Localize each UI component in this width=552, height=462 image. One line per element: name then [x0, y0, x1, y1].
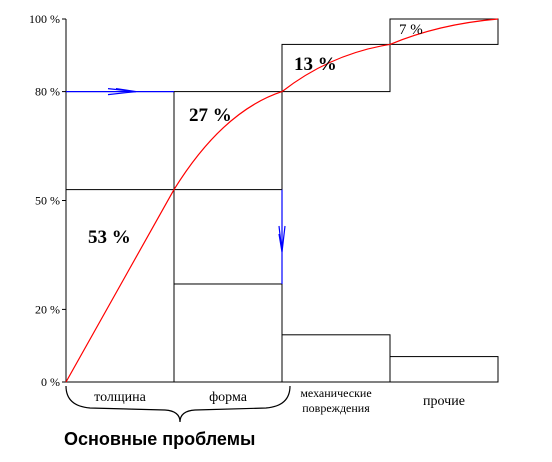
y-ticks: 0 % 20 % 50 % 80 % 100 % [29, 12, 66, 389]
category-label: механические [300, 386, 371, 400]
bars [65, 18, 499, 383]
value-labels: 53 % 27 % 13 % 7 % [88, 22, 423, 248]
bar-baseline [389, 356, 499, 383]
arrow-head-down [278, 225, 286, 253]
category-label: прочие [423, 394, 465, 409]
bar-baseline [173, 283, 283, 383]
y-tick-label: 80 % [35, 85, 60, 99]
arrows [66, 88, 286, 284]
bar-baseline [281, 334, 391, 383]
category-label: форма [209, 390, 248, 405]
cumulative-line [65, 18, 499, 383]
category-brace [65, 385, 291, 423]
value-label: 13 % [294, 54, 337, 75]
y-tick-label: 0 % [41, 375, 60, 389]
arrow-head-right [107, 88, 137, 96]
category-label: толщина [94, 390, 147, 405]
value-label: 27 % [189, 105, 232, 126]
value-label: 7 % [399, 22, 423, 38]
y-tick-label: 50 % [35, 194, 60, 208]
bar-floating [389, 18, 499, 45]
value-label: 53 % [88, 227, 131, 248]
y-tick-label: 20 % [35, 302, 60, 316]
cumulative-line-group [65, 18, 499, 383]
bar-floating [281, 43, 391, 93]
y-tick-label: 100 % [29, 12, 60, 26]
x-axis-title: Основные проблемы [64, 429, 255, 449]
category-label: повреждения [302, 401, 370, 415]
